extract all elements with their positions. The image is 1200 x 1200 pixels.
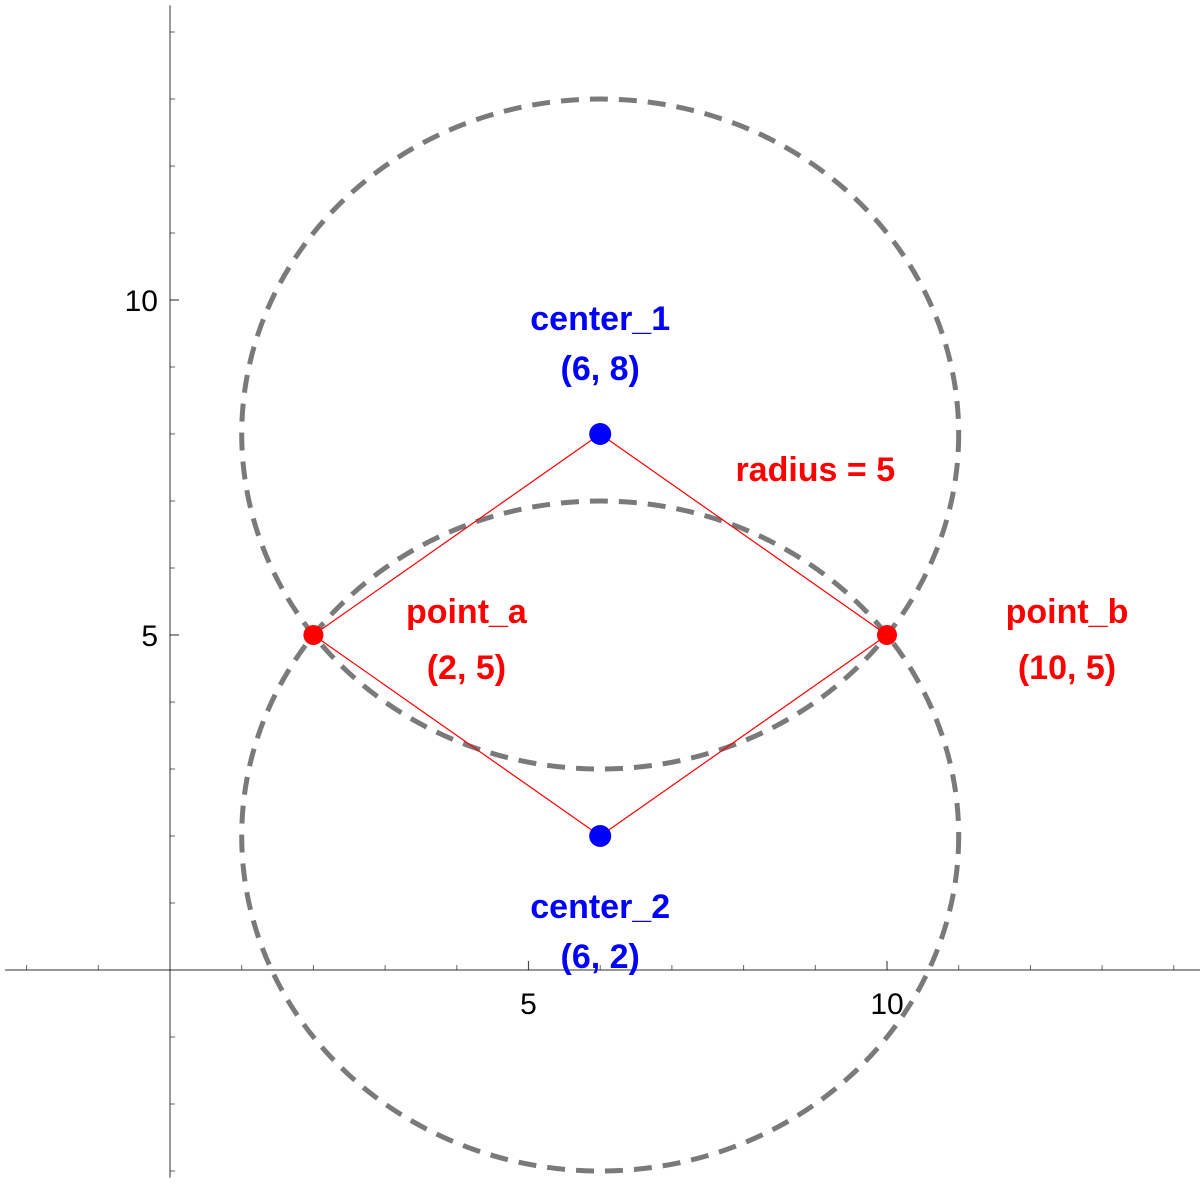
center-1-name-label: center_1: [530, 300, 670, 338]
circle-2-dashed: [239, 498, 962, 1174]
center-1-coord-label: (6, 8): [561, 350, 640, 388]
y-tick-label: 5: [141, 620, 158, 653]
radius-segment-4: [599, 634, 888, 837]
points: [303, 423, 897, 847]
radius-segment-2: [599, 433, 888, 636]
center-2-name-label: center_2: [530, 888, 670, 926]
radius-segment-1: [313, 433, 601, 636]
point-a-coord-label: (2, 5): [427, 649, 506, 687]
radius-annotation: radius = 5: [735, 451, 895, 489]
point-b-marker: [877, 625, 897, 645]
y-tick-label: 10: [125, 285, 158, 318]
circle-1-dashed: [239, 96, 962, 772]
x-tick-label: 5: [520, 988, 537, 1021]
point-b-name-label: point_b: [1006, 593, 1129, 631]
point-b-coord-label: (10, 5): [1018, 649, 1116, 687]
center-1-marker: [589, 423, 612, 445]
center-2-marker: [589, 825, 612, 847]
labels: center_1 (6, 8) center_2 (6, 2) point_a (2, 5…: [406, 300, 1128, 976]
axes: 5 10 5 10: [5, 5, 1200, 1178]
center-2-coord-label: (6, 2): [561, 938, 640, 976]
point-a-marker: [303, 625, 324, 645]
x-tick-label: 10: [870, 988, 903, 1021]
radius-segment-3: [313, 634, 601, 837]
radius-segments: [313, 433, 888, 837]
circles: [239, 96, 962, 1174]
point-a-name-label: point_a: [406, 593, 528, 631]
